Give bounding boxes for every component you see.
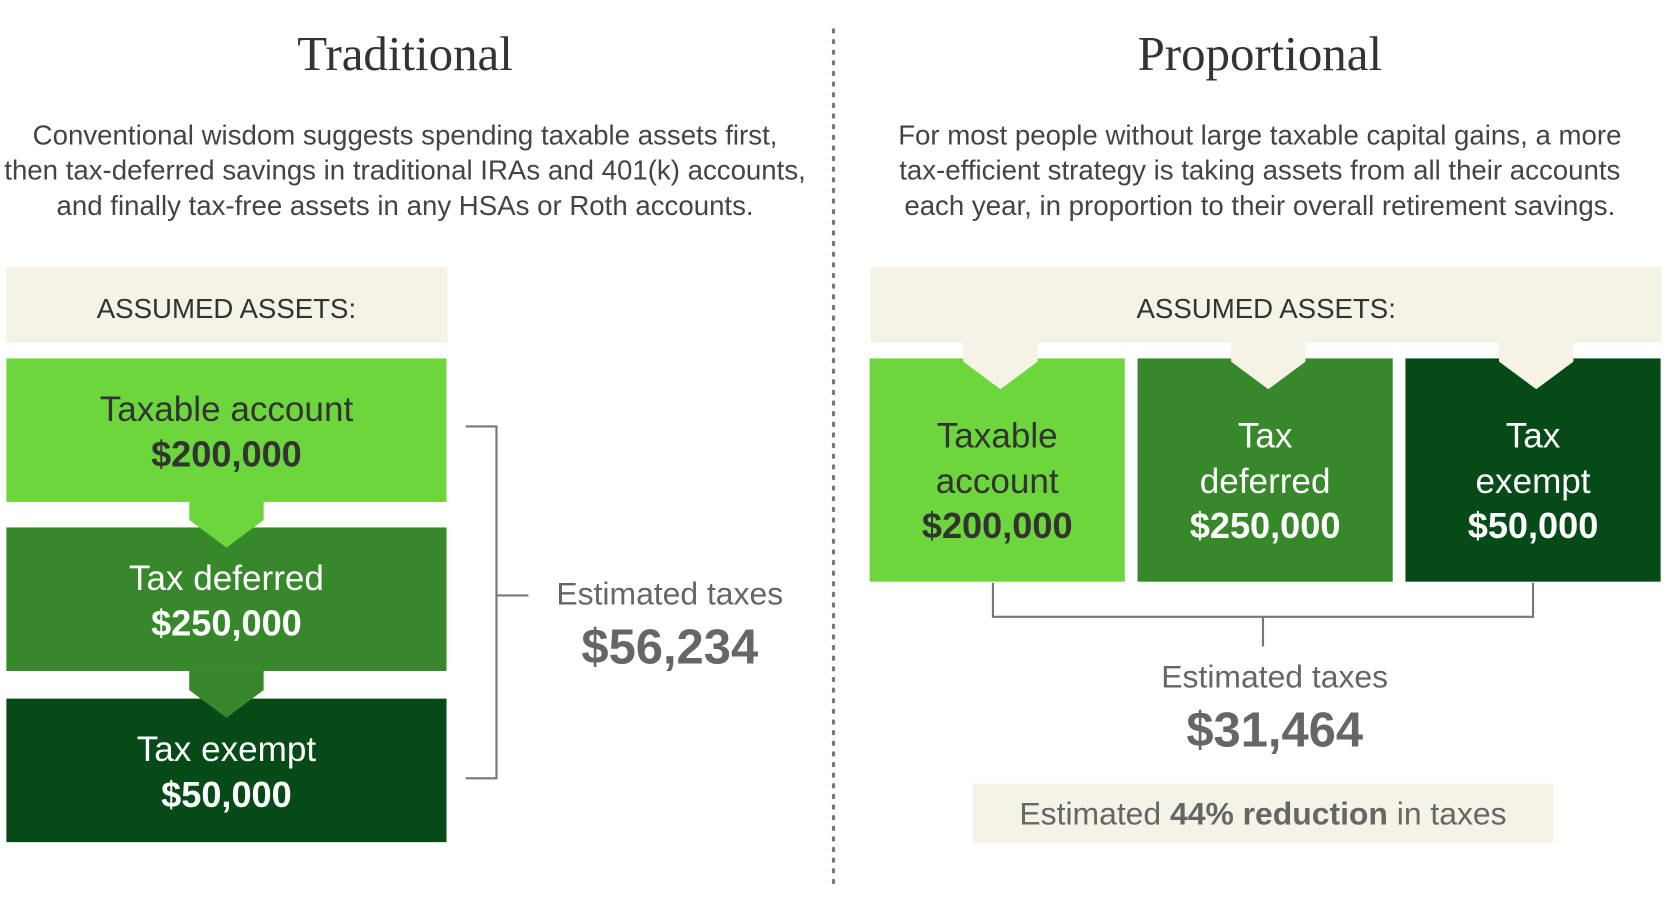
title: Traditional [297,26,512,81]
account-amount: $50,000 [1468,505,1599,546]
reduction-emphasis: 44% reduction [1170,795,1388,831]
arrow [1231,342,1306,390]
account-name: deferred [1200,462,1331,501]
assets-label: ASSUMED ASSETS: [97,293,356,324]
estimate-value: $31,464 [1186,704,1363,758]
reduction-box [972,783,1554,844]
arrow [189,670,264,718]
arrow [963,342,1038,390]
reduction-text: Estimated 44% reduction in taxes [1019,795,1506,831]
account-name: Tax [1238,417,1293,456]
reduction-suffix: in taxes [1397,795,1507,831]
account-amount: $50,000 [161,774,292,815]
description: Conventional wisdom suggests spending ta… [33,120,778,151]
account-box [6,527,447,671]
account-box [1137,358,1393,582]
assets-header [870,266,1662,343]
account-name: Tax [1506,417,1561,456]
account-amount: $250,000 [1190,505,1341,546]
account-name: Tax exempt [137,730,317,769]
account-box [6,358,447,502]
description: each year, in proportion to their overal… [904,190,1615,221]
description: then tax-deferred savings in traditional… [4,155,806,186]
bracket [991,582,1535,647]
account-name: Taxable [937,417,1058,456]
account-amount: $200,000 [922,505,1073,546]
reduction-prefix: Estimated [1019,795,1161,831]
account-name: account [936,462,1059,501]
account-amount: $250,000 [151,603,302,644]
arrow [1499,342,1574,390]
account-box [1405,358,1661,582]
title: Proportional [1138,26,1382,81]
account-name: Taxable account [100,390,354,429]
account-name: exempt [1476,462,1591,501]
arrow [189,500,264,548]
account-box [6,698,447,843]
account-box [869,358,1125,582]
description: tax-efficient strategy is taking assets … [899,155,1620,186]
assets-header [6,266,448,343]
estimate-value: $56,234 [581,621,758,675]
estimate-label: Estimated taxes [1161,658,1388,694]
account-name: Tax deferred [129,559,324,598]
description: and finally tax-free assets in any HSAs … [57,190,754,221]
description: For most people without large taxable ca… [898,120,1621,151]
assets-label: ASSUMED ASSETS: [1136,293,1395,324]
account-amount: $200,000 [151,434,302,475]
bracket [465,425,529,780]
estimate-label: Estimated taxes [556,575,783,611]
